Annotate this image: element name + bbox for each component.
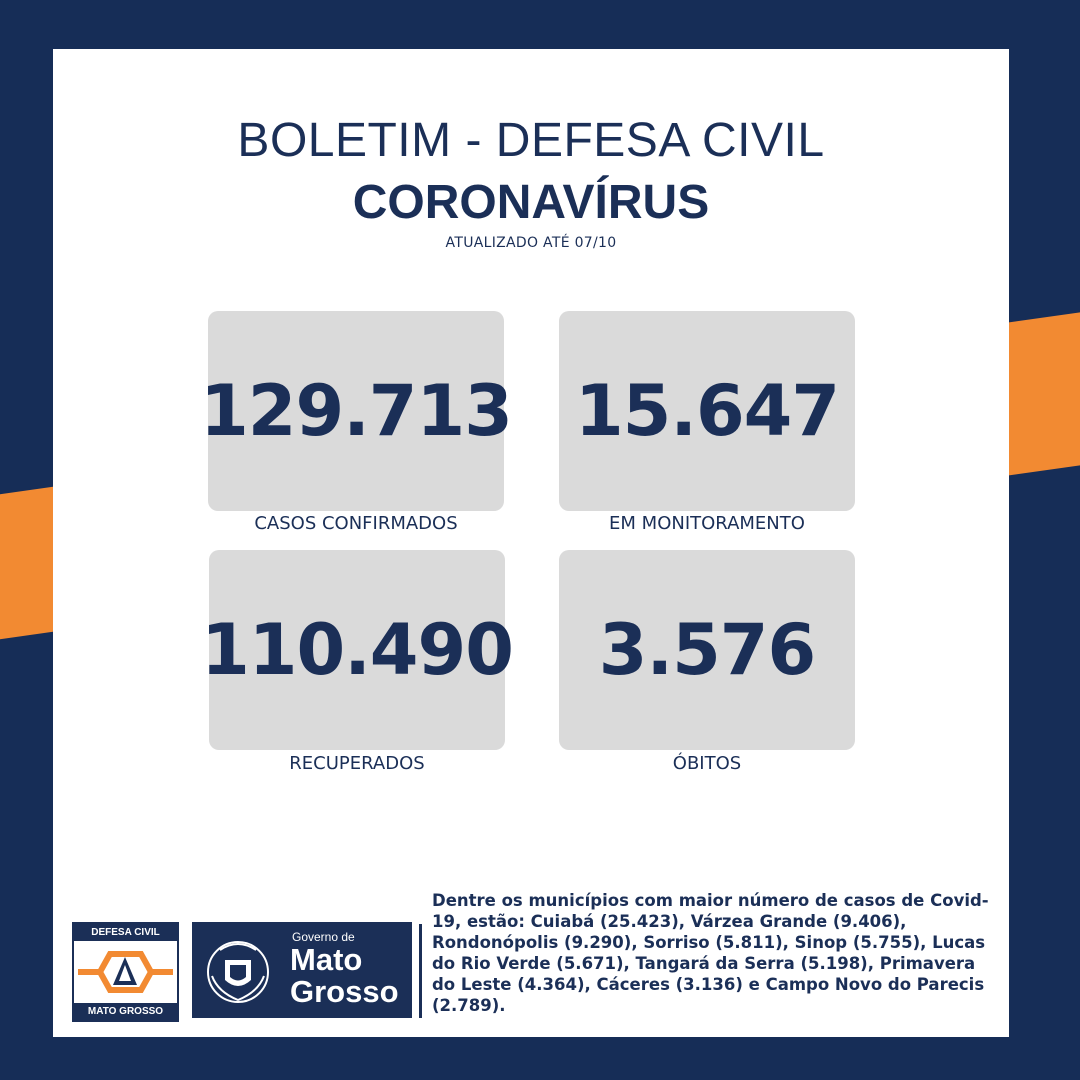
civil-defense-emblem-icon	[78, 951, 173, 993]
monitoring-box: 15.647	[559, 311, 855, 511]
confirmed-cases-box: 129.713	[200, 311, 513, 511]
orange-stripe-right	[1000, 312, 1080, 477]
updated-date: ATUALIZADO ATÉ 07/10	[445, 235, 617, 251]
governo-de-text: Governo de	[292, 930, 355, 944]
deaths-box: 3.576	[559, 550, 855, 750]
orange-stripe-left	[0, 485, 60, 640]
confirmed-cases-label: CASOS CONFIRMADOS	[254, 513, 458, 534]
coat-of-arms-icon	[207, 941, 269, 1003]
recovered-box: 110.490	[201, 550, 514, 750]
recovered-label: RECUPERADOS	[289, 753, 425, 774]
defesa-civil-logo-top: DEFESA CIVIL	[74, 924, 177, 941]
mato-text: Mato	[290, 942, 363, 977]
deaths-value: 3.576	[598, 609, 816, 691]
defesa-civil-logo: DEFESA CIVIL MATO GROSSO	[72, 922, 179, 1022]
defesa-civil-logo-bottom: MATO GROSSO	[74, 1003, 177, 1020]
bulletin-subtitle: CORONAVÍRUS	[352, 176, 710, 229]
bulletin-title: BOLETIM - DEFESA CIVIL	[237, 114, 825, 167]
bulletin-card: BOLETIM - DEFESA CIVIL CORONAVÍRUS ATUAL…	[53, 49, 1009, 1037]
deaths-label: ÓBITOS	[672, 753, 742, 774]
municipalities-note: Dentre os municípios com maior número de…	[432, 891, 989, 1015]
confirmed-cases-value: 129.713	[200, 370, 513, 452]
footer-divider	[419, 924, 422, 1018]
recovered-value: 110.490	[201, 609, 514, 691]
monitoring-value: 15.647	[574, 370, 840, 452]
grosso-text: Grosso	[290, 974, 399, 1009]
monitoring-label: EM MONITORAMENTO	[609, 513, 805, 534]
governo-mato-grosso-logo: Governo de Mato Grosso	[192, 922, 412, 1018]
